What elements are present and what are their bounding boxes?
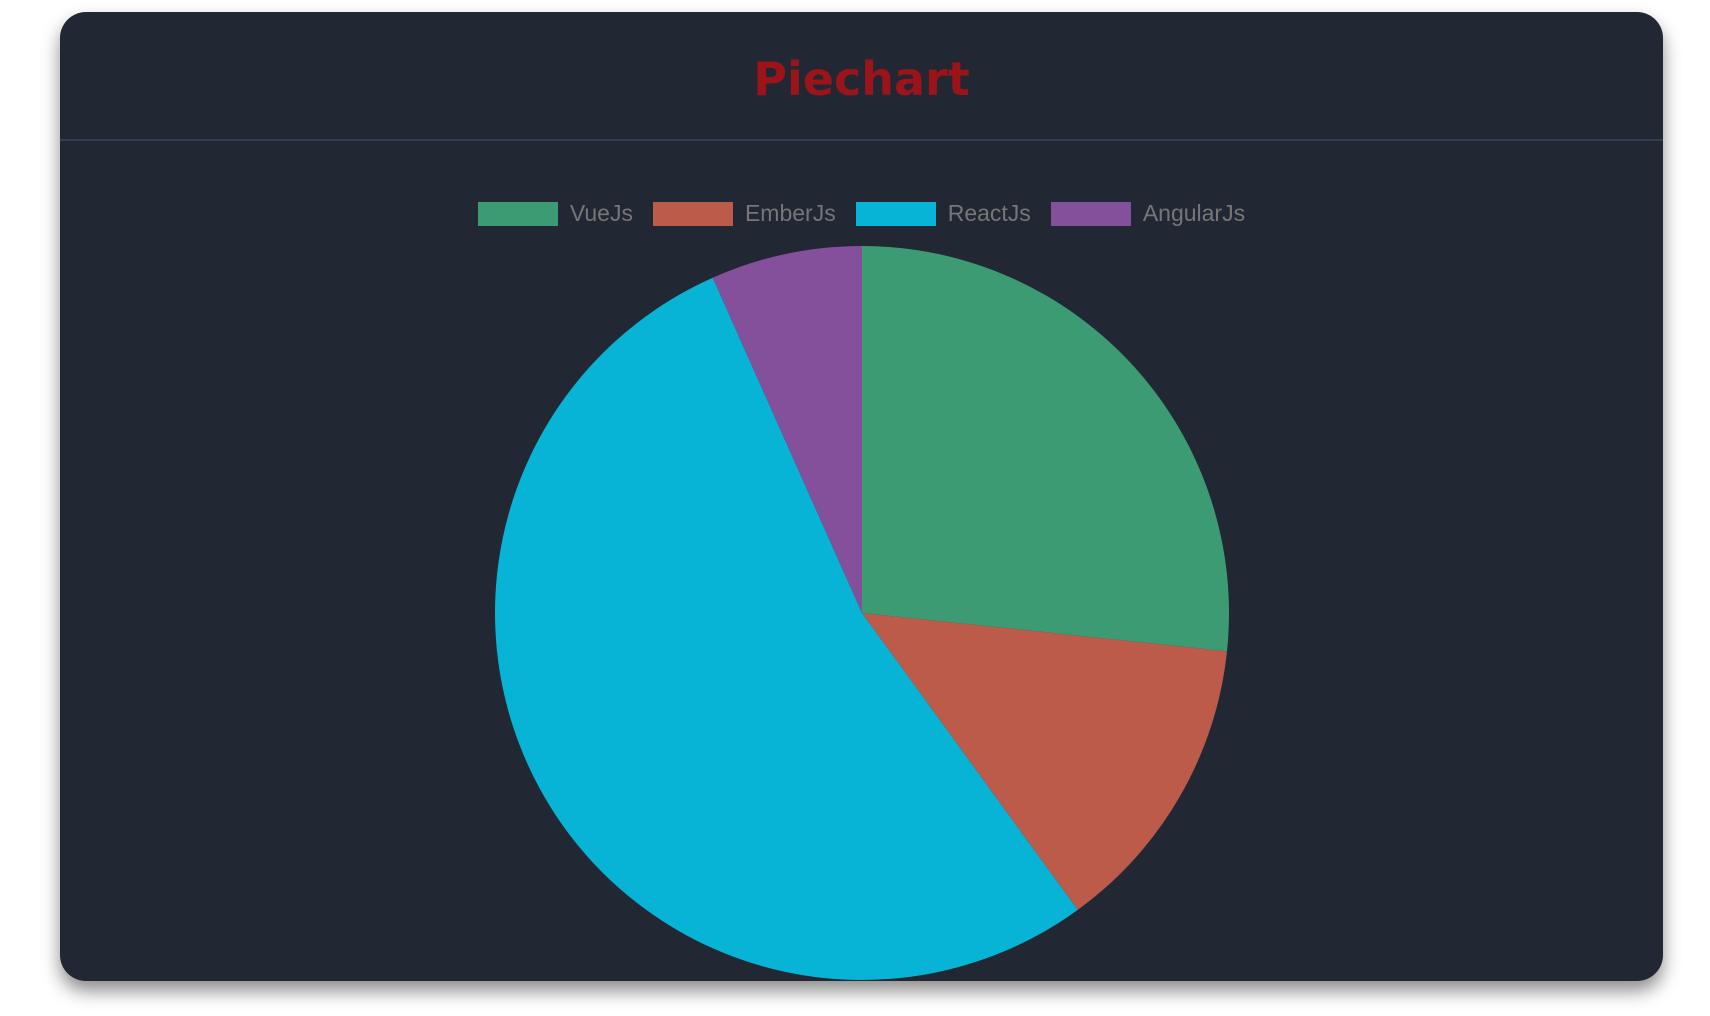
- chart-title: Piechart: [753, 52, 970, 106]
- legend-swatch: [477, 201, 558, 226]
- legend-item-angularjs[interactable]: AngularJs: [1050, 200, 1246, 227]
- legend-item-reactjs[interactable]: ReactJs: [855, 200, 1031, 227]
- legend-swatch: [855, 201, 936, 226]
- legend-swatch: [652, 201, 733, 226]
- card-header: Piechart: [60, 12, 1663, 141]
- pie-slice-vuejs[interactable]: [862, 246, 1229, 652]
- legend-label: VueJs: [569, 200, 633, 226]
- legend-swatch: [1050, 201, 1131, 226]
- pie-slice-angularjs[interactable]: [712, 246, 862, 613]
- chart-card: Piechart VueJs EmberJs ReactJs AngularJs: [60, 12, 1663, 981]
- pie-slice-reactjs[interactable]: [494, 277, 1078, 981]
- pie-chart: [494, 246, 1229, 981]
- legend-item-vuejs[interactable]: VueJs: [477, 200, 633, 227]
- pie-slice-emberjs[interactable]: [862, 613, 1227, 910]
- legend-item-emberjs[interactable]: EmberJs: [652, 200, 836, 227]
- legend-label: AngularJs: [1142, 200, 1246, 226]
- legend-label: ReactJs: [947, 200, 1031, 226]
- legend-label: EmberJs: [744, 200, 836, 226]
- chart-legend: VueJs EmberJs ReactJs AngularJs: [60, 200, 1663, 227]
